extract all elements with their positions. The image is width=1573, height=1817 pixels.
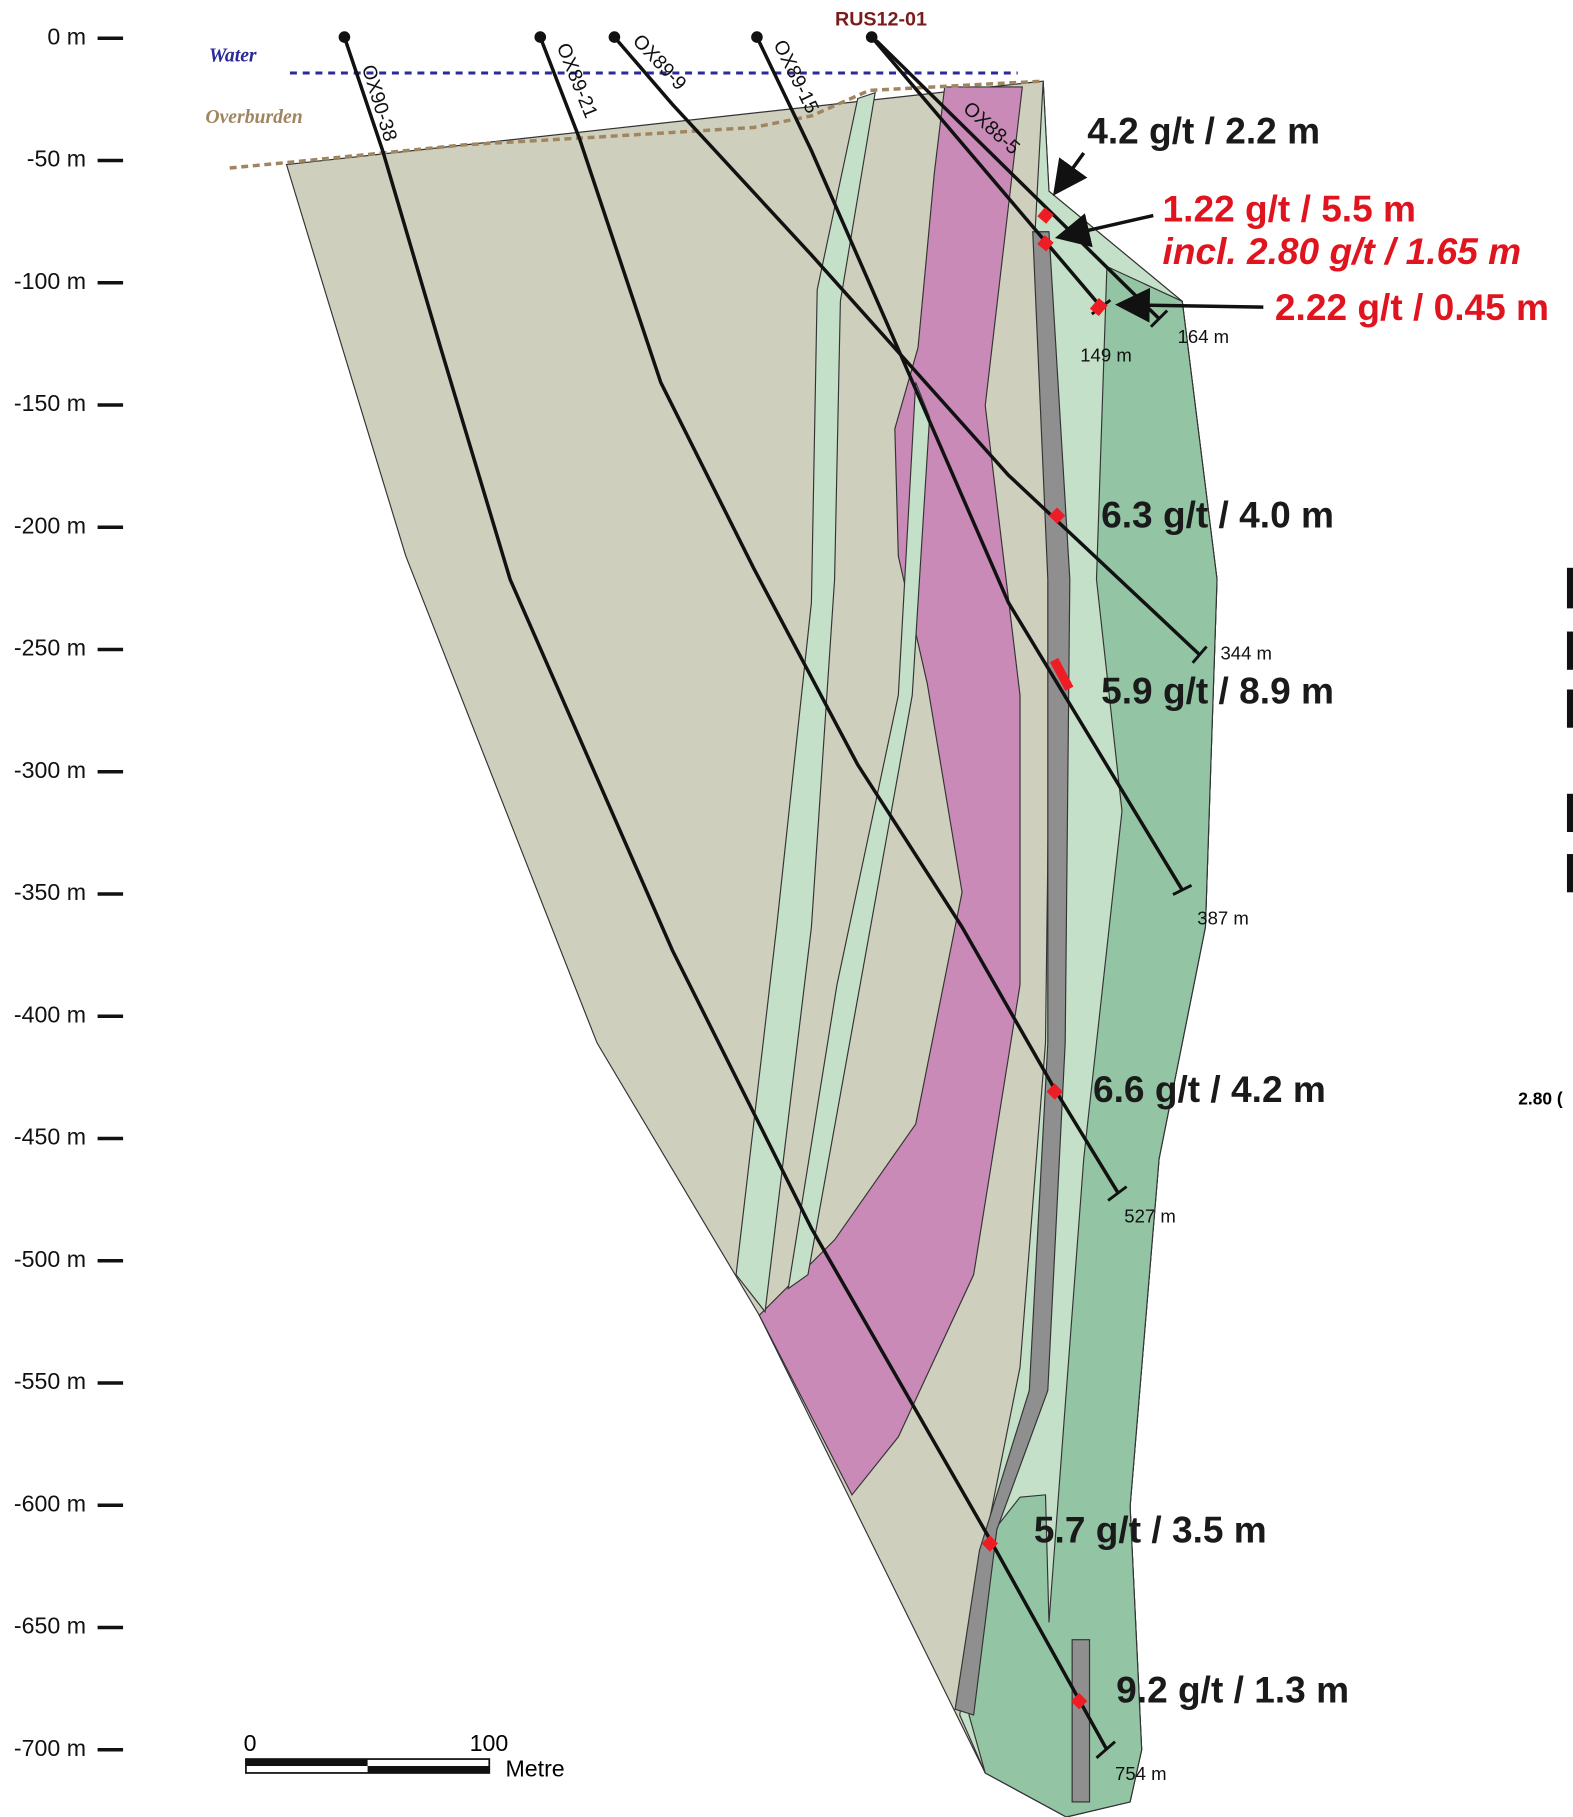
end-depth: 754 m [1115,1763,1167,1784]
intercept-marks [981,207,1108,1710]
intercept-label: incl. 2.80 g/t / 1.65 m [1163,230,1522,272]
dark-green-unit [968,265,1218,1817]
depth-label: -450 m [14,1124,86,1150]
depth-label: -100 m [14,268,86,294]
intercept-label: 6.6 g/t / 4.2 m [1093,1068,1326,1110]
depth-label: -600 m [14,1490,86,1516]
intercept-label: 5.7 g/t / 3.5 m [1034,1508,1267,1550]
depth-axis: 0 m -50 m -100 m -150 m -200 m -250 m -300 m -3… [14,23,124,1761]
scale-label: 0 [244,1730,257,1756]
depth-label: 0 m [47,23,86,49]
green-band [787,382,931,1290]
cropped-text: 2.80 ( [1518,1088,1563,1108]
collars [338,31,878,43]
hole-label: OX90-38 [357,62,401,144]
arrow [1115,287,1264,323]
depth-label: -700 m [14,1735,86,1761]
end-depth: 149 m [1080,345,1132,366]
gray-unit [1071,1639,1091,1803]
collar-label: RUS12-01 [835,8,927,30]
end-depth: 344 m [1220,642,1272,663]
intercept-label: 6.3 g/t / 4.0 m [1101,493,1334,535]
intercept-label: 2.22 g/t / 0.45 m [1275,286,1549,328]
gray-unit [954,231,1071,1716]
depth-label: -50 m [27,146,86,172]
intercept-label: 5.9 g/t / 8.9 m [1101,669,1334,711]
end-depth: 387 m [1197,908,1249,929]
arrow [1053,151,1088,196]
depth-label: -350 m [14,879,86,905]
drill-hole [755,36,1184,891]
drill-hole [875,39,1161,320]
intercept-labels: 4.2 g/t / 2.2 m 1.22 g/t / 5.5 m incl. 2… [1034,110,1549,1711]
depth-label: -400 m [14,1001,86,1027]
depth-label: -300 m [14,757,86,783]
scale-label: 100 [470,1730,509,1756]
depth-label: -250 m [14,635,86,661]
depth-label: -650 m [14,1613,86,1639]
water-label: Water [209,44,257,66]
depth-label: -550 m [14,1368,86,1394]
green-band [735,91,876,1314]
arrow [1054,213,1154,248]
cropped-legend [1566,567,1573,893]
depth-label: -150 m [14,390,86,416]
overburden-label: Overburden [205,106,302,128]
scale-unit: Metre [505,1755,564,1781]
drill-hole [870,35,1103,309]
scale-bar: 0 100 Metre [244,1730,565,1781]
drill-hole [538,36,1120,1195]
hole-label: OX89-21 [552,40,602,121]
intercept-label: 9.2 g/t / 1.3 m [1116,1668,1349,1710]
intercept-label: 4.2 g/t / 2.2 m [1087,110,1320,152]
drill-hole [613,35,1201,656]
drill-hole [342,36,1109,1751]
end-depth: 527 m [1124,1206,1176,1227]
depth-label: -500 m [14,1246,86,1272]
intercept-label: 1.22 g/t / 5.5 m [1163,187,1416,229]
end-depth: 164 m [1178,326,1230,347]
depth-label: -200 m [14,512,86,538]
